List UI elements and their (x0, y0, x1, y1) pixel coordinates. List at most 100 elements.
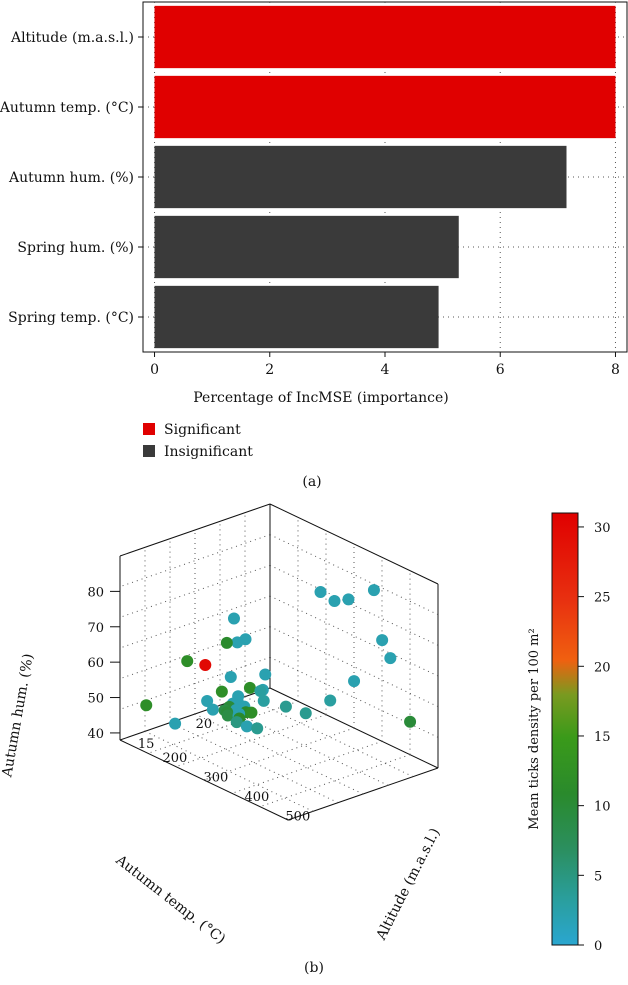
pane-gridline (244, 696, 414, 778)
scatter-point (328, 594, 341, 607)
colorbar-tick-label: 20 (594, 660, 611, 675)
scatter-point (227, 612, 240, 625)
pane-gridline (269, 595, 439, 677)
panel-a-x-tick-labels: 0 2 4 6 8 (150, 352, 620, 378)
scatter-point (240, 720, 253, 733)
pane-gridline (219, 704, 389, 786)
colorbar-tick-label: 25 (594, 591, 611, 606)
y-tick-label: Autumn temp. (°C) (0, 100, 134, 116)
bar (154, 145, 567, 209)
scatter-point (251, 722, 264, 735)
bar (154, 5, 616, 69)
panel-b-x-axis-label: Autumn temp. (°C) (112, 852, 228, 948)
z-tick-label: 60 (87, 656, 104, 671)
scatter-point (243, 681, 256, 694)
scatter-point (215, 685, 228, 698)
panel-a-y-tick-labels: Altitude (m.a.s.l.) Autumn temp. (°C) Autu… (0, 30, 143, 326)
bar (154, 215, 459, 279)
pane-gridline (144, 730, 314, 812)
panel-a-caption: (a) (302, 474, 321, 490)
legend-swatch-insignificant (143, 445, 155, 457)
scatter-point (314, 586, 327, 599)
y-tick-label: Autumn hum. (%) (8, 170, 134, 186)
colorbar: 0 5 10 15 20 25 30 Mean ticks density per 100 … (527, 512, 611, 954)
y-tick-label: Spring temp. (°C) (8, 310, 134, 326)
scatter-point (199, 658, 212, 671)
panel-b-y-axis-label: Altitude (m.a.s.l.) (373, 826, 444, 944)
axis-edge (269, 503, 439, 585)
pane-gridline (269, 564, 439, 646)
pane-gridline (194, 713, 364, 795)
scatter-point (224, 671, 237, 684)
scatter-point (220, 636, 233, 649)
axis-edge (287, 767, 439, 821)
scatter-point (259, 668, 272, 681)
colorbar-gradient (551, 512, 579, 946)
x-tick-label: 15 (138, 737, 155, 752)
y-tick-label: Spring hum. (%) (17, 240, 134, 256)
panel-b-z-axis-label: Autumn hum. (%) (0, 652, 37, 779)
scatter-point (376, 634, 389, 647)
z-tick-label: 80 (87, 585, 104, 600)
panel-a: Altitude (m.a.s.l.) Autumn temp. (°C) Autu… (0, 1, 628, 490)
x-tick-label: 2 (265, 362, 274, 378)
y-tick-label: 400 (244, 790, 269, 805)
x-tick-label: 0 (150, 362, 159, 378)
scatter-point (299, 707, 312, 720)
x-tick-label: 4 (381, 362, 390, 378)
legend-label-insignificant: Insignificant (164, 444, 253, 460)
panel-b-points (140, 584, 417, 735)
x-tick-label: 20 (196, 717, 213, 732)
colorbar-tick-label: 5 (594, 869, 602, 884)
bar (154, 285, 439, 349)
axis-edge (119, 503, 271, 557)
x-tick-label: 8 (611, 362, 620, 378)
scatter-point (230, 716, 243, 729)
legend-label-significant: Significant (164, 422, 241, 438)
scatter-point (342, 593, 355, 606)
pane-gridline (231, 740, 383, 794)
scatter-point (221, 709, 234, 722)
bar (154, 75, 616, 139)
scatter-point (245, 706, 258, 719)
scatter-point (181, 655, 194, 668)
colorbar-tick-label: 30 (594, 521, 611, 536)
scatter-point (231, 636, 244, 649)
scatter-point (404, 715, 417, 728)
panel-b-tick-labels: 40 50 60 70 80 15 20 200 300 400 500 (87, 585, 310, 824)
z-tick-label: 50 (87, 692, 104, 707)
axis-edge (119, 739, 289, 821)
scatter-point (140, 699, 153, 712)
y-tick-label: Altitude (m.a.s.l.) (10, 30, 134, 46)
scatter-point (367, 584, 380, 597)
colorbar-label: Mean ticks density per 100 m² (527, 628, 542, 829)
panel-b-caption: (b) (304, 960, 324, 976)
panel-a-legend: Significant Insignificant (143, 422, 253, 460)
legend-swatch-significant (143, 423, 155, 435)
colorbar-tick-label: 10 (594, 800, 611, 815)
scatter-point (257, 694, 270, 707)
scatter-point (279, 700, 292, 713)
scatter-point (206, 703, 219, 716)
pane-gridline (269, 626, 439, 708)
scatter-point (201, 695, 214, 708)
z-tick-label: 40 (87, 727, 104, 742)
scatter-point (254, 685, 267, 698)
pane-gridline (269, 534, 439, 616)
panel-a-bars (154, 5, 616, 349)
colorbar-ticks: 0 5 10 15 20 25 30 (578, 521, 611, 954)
scatter-point (384, 652, 397, 665)
y-tick-label: 300 (203, 770, 228, 785)
panel-a-x-axis-label: Percentage of IncMSE (importance) (193, 390, 449, 406)
scatter-point (324, 694, 337, 707)
z-tick-label: 70 (87, 621, 104, 636)
y-tick-label: 500 (285, 809, 310, 824)
colorbar-tick-label: 15 (594, 730, 611, 745)
scatter-point (169, 717, 182, 730)
scatter-point (348, 675, 361, 688)
y-tick-label: 200 (162, 751, 187, 766)
colorbar-tick-label: 0 (594, 939, 602, 954)
x-tick-label: 6 (496, 362, 505, 378)
